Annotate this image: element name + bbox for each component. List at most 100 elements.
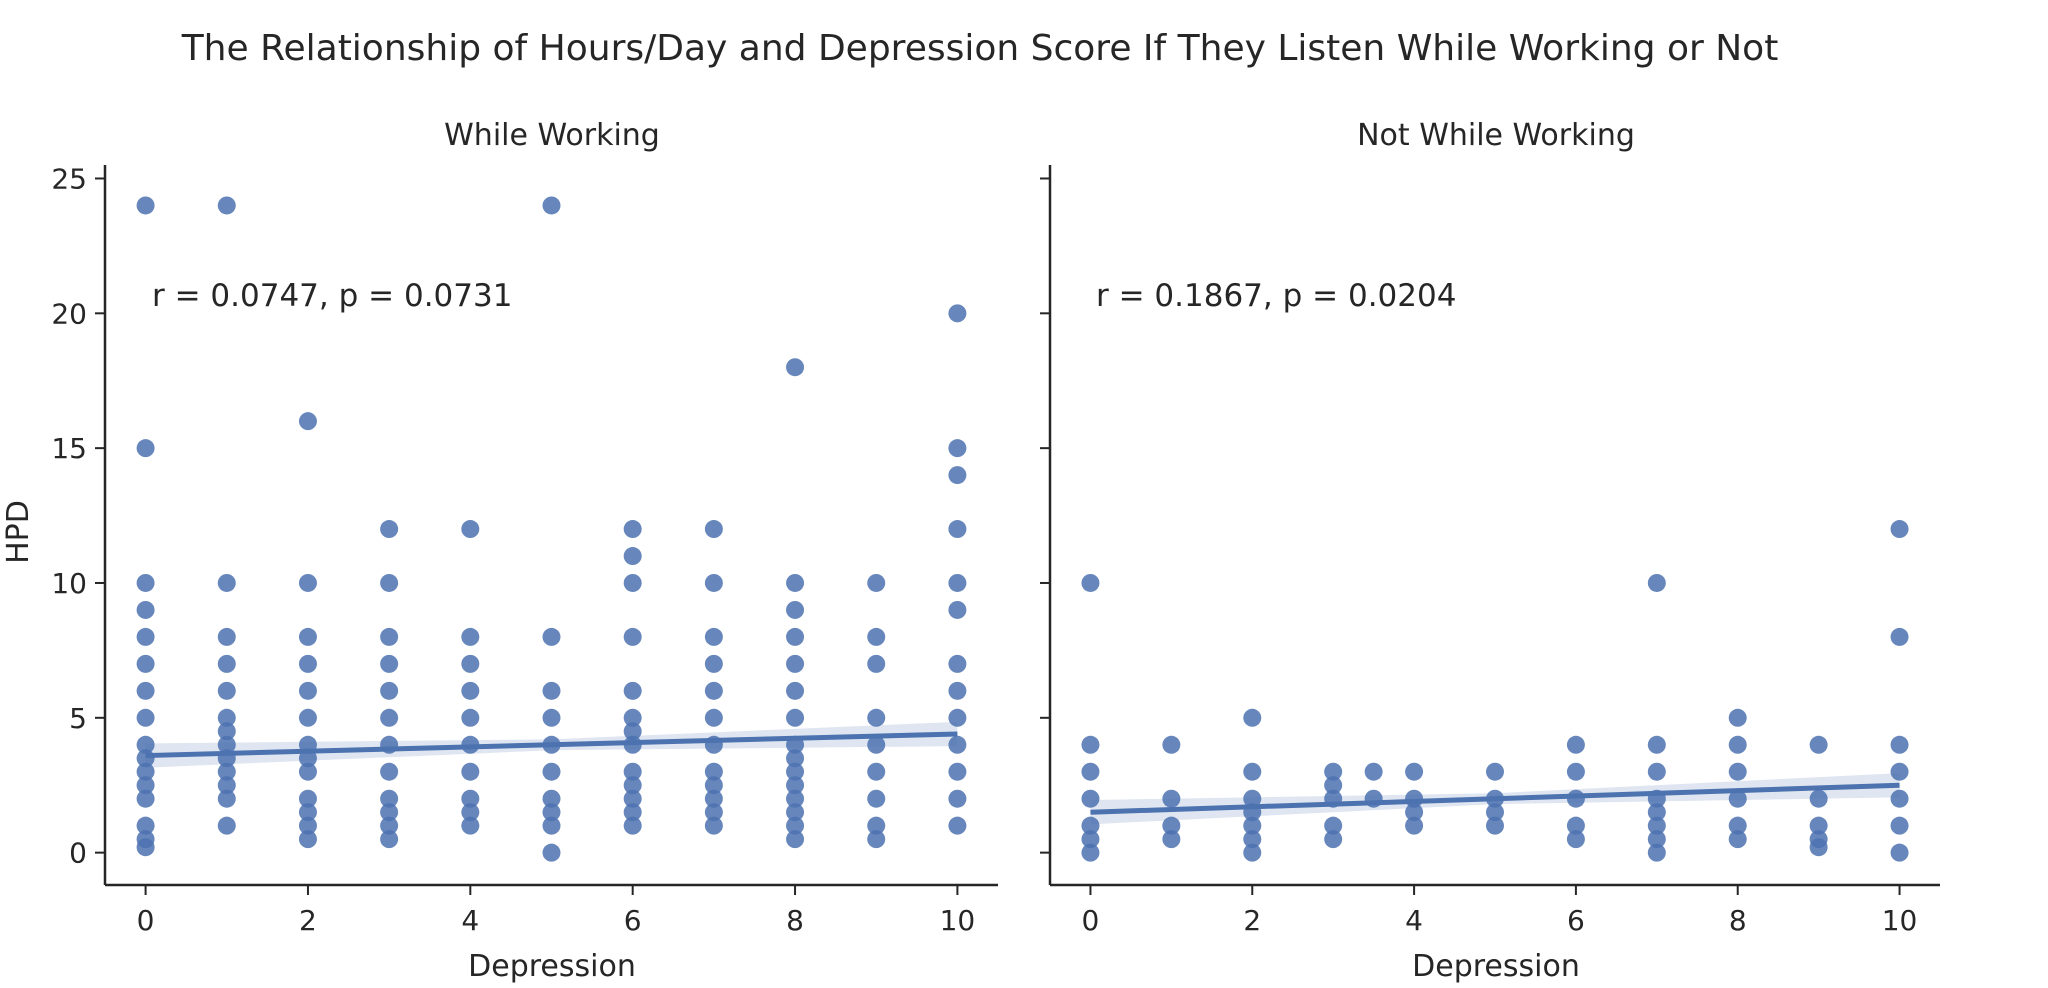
regression-line [145, 731, 958, 759]
scatter-point [136, 789, 155, 808]
scatter-point [217, 573, 236, 592]
scatter-point [298, 789, 317, 808]
scatter-point [1647, 735, 1666, 754]
scatter-point [1809, 838, 1828, 857]
scatter-point [786, 830, 805, 849]
scatter-point [461, 520, 480, 539]
axes: 0 2 4 6 8 10 0 5 10 15 20 25 [51, 162, 998, 937]
scatter-point [1728, 816, 1747, 835]
scatter-point [1324, 816, 1343, 835]
scatter-point [1486, 803, 1504, 822]
x-tick-label: 6 [624, 904, 642, 937]
scatter-point [1647, 843, 1666, 862]
scatter-point [1566, 762, 1585, 781]
scatter-point [1081, 830, 1100, 849]
scatter-point [867, 830, 886, 849]
x-axis-label: Depression [468, 949, 636, 984]
x-tick-label: 2 [299, 904, 317, 937]
scatter-point [1162, 735, 1181, 754]
scatter-point [1890, 627, 1909, 646]
scatter-point [786, 708, 805, 727]
scatter-point [786, 627, 805, 646]
scatter-point [380, 627, 399, 646]
scatter-point [1324, 830, 1343, 849]
scatter-point [461, 708, 480, 727]
scatter-point [623, 762, 642, 781]
scatter-point [136, 439, 155, 458]
correlation-annotation: r = 0.1867, p = 0.0204 [1096, 278, 1456, 314]
y-tick-label: 5 [69, 702, 87, 735]
scatter-point [623, 776, 642, 795]
x-tick-label: 2 [1243, 904, 1261, 937]
x-tick-label: 10 [1882, 904, 1918, 937]
scatter-point [542, 816, 561, 835]
scatter-point [298, 681, 317, 700]
scatter-point [380, 762, 399, 781]
scatter-point [867, 816, 886, 835]
y-tick-label: 20 [51, 297, 87, 330]
scatter-point [298, 803, 317, 822]
x-tick-label: 0 [1082, 904, 1100, 937]
scatter-point [704, 681, 723, 700]
scatter-point [704, 708, 723, 727]
scatter-point [786, 789, 805, 808]
scatter-point [1243, 708, 1262, 727]
scatter-point [1324, 776, 1343, 795]
scatter-point [1243, 762, 1262, 781]
scatter-point [380, 816, 399, 835]
scatter-point [948, 439, 967, 458]
scatter-point [786, 681, 805, 700]
scatter-point [380, 803, 399, 822]
y-tick-label: 15 [51, 432, 87, 465]
scatter-point [1405, 803, 1424, 822]
scatter-point [623, 681, 642, 700]
scatter-point [1647, 803, 1666, 822]
scatter-point [1243, 789, 1262, 808]
scatter-point [380, 681, 399, 700]
scatter-point [623, 803, 642, 822]
scatter-point [623, 816, 642, 835]
scatter-point [1324, 762, 1343, 781]
scatter-point [542, 681, 561, 700]
scatter-point [948, 466, 967, 485]
scatter-point [623, 722, 642, 741]
scatter-point [948, 789, 967, 808]
scatter-point [623, 789, 642, 808]
scatter-point [217, 735, 236, 754]
scatter-point [136, 573, 155, 592]
scatter-point [1081, 789, 1100, 808]
scatter-point [786, 803, 805, 822]
scatter-point [867, 573, 886, 592]
scatter-point [1162, 789, 1181, 808]
scatter-point [1081, 573, 1100, 592]
scatter-point [542, 708, 561, 727]
scatter-point [136, 627, 155, 646]
scatter-point [461, 654, 480, 673]
x-tick-label: 4 [461, 904, 479, 937]
scatter-point [623, 627, 642, 646]
scatter-point [298, 654, 317, 673]
y-tick-label: 25 [51, 162, 87, 195]
scatter-point [217, 816, 236, 835]
panel-while-working: While Working HPD Depression r = 0.0747,… [1, 118, 998, 984]
scatter-point [1647, 830, 1666, 849]
scatter-point [786, 749, 805, 768]
scatter-point [380, 708, 399, 727]
scatter-point [704, 776, 723, 795]
regression-line [1090, 782, 1900, 815]
scatter-point [461, 803, 480, 822]
scatter-point [948, 816, 967, 835]
x-tick-label: 8 [1729, 904, 1747, 937]
scatter-point [704, 803, 723, 822]
scatter-point [704, 573, 723, 592]
scatter-point [298, 816, 317, 835]
scatter-point [704, 816, 723, 835]
scatter-point [786, 573, 805, 592]
scatter-point [542, 843, 561, 862]
regression [145, 721, 958, 768]
scatter-point [1890, 762, 1909, 781]
scatter-point [1405, 816, 1424, 835]
scatter-point [136, 816, 155, 835]
scatter-point [217, 196, 236, 215]
